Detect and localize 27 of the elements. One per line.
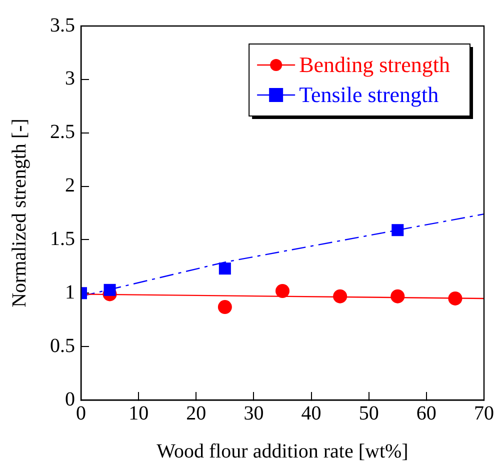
x-tick-label: 70 xyxy=(474,402,494,424)
point xyxy=(276,284,290,298)
y-axis-title: Normalized strength [-] xyxy=(8,118,30,308)
y-tick-label: 3 xyxy=(65,68,75,90)
y-tick-label: 2 xyxy=(65,174,75,197)
y-tick-label: 1 xyxy=(65,281,75,304)
x-tick-label: 40 xyxy=(301,402,322,424)
x-tick-label: 60 xyxy=(416,402,436,424)
point xyxy=(218,300,232,314)
legend-label: Tensile strength xyxy=(299,82,439,107)
point xyxy=(392,224,404,236)
y-tick-label: 2.5 xyxy=(50,121,75,144)
y-tick-label: 1.5 xyxy=(50,228,75,250)
y-tick-label: 0 xyxy=(65,388,75,410)
point xyxy=(104,284,116,296)
point xyxy=(333,289,348,304)
point xyxy=(390,289,405,304)
point xyxy=(218,262,231,275)
x-tick-label: 10 xyxy=(128,402,149,424)
y-tick-label: 3.5 xyxy=(50,14,75,36)
x-tick-label: 30 xyxy=(244,402,264,424)
point xyxy=(448,291,462,306)
y-tick-label: 0.5 xyxy=(50,334,75,357)
legend-label: Bending strength xyxy=(299,52,450,77)
x-tick-label: 50 xyxy=(358,402,379,424)
x-tick-label: 20 xyxy=(186,402,206,424)
x-axis-title: Wood flour addition rate [wt%] xyxy=(156,440,408,462)
